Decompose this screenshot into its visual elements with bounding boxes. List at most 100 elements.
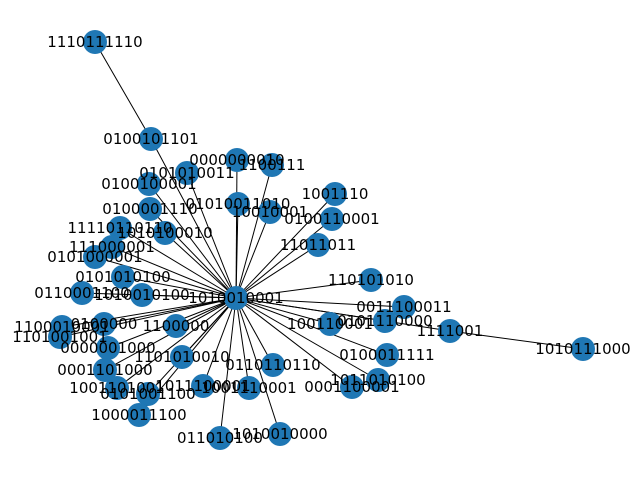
node-label-1001110001: 1001110001 — [201, 379, 296, 397]
node-label-0001101000: 0001101000 — [57, 361, 152, 379]
node-label-110101010: 110101010 — [328, 271, 414, 289]
node-110101010 — [359, 268, 383, 292]
node-1000011100 — [127, 403, 151, 427]
edge-hub-0101010011 — [186, 172, 237, 299]
edge-hub-1011100001 — [202, 297, 237, 387]
node-label-0100101101: 0100101101 — [103, 130, 198, 148]
node-label-0001100001: 0001100001 — [304, 378, 399, 396]
node-0100000 — [92, 312, 116, 336]
node-1101010010 — [170, 345, 194, 369]
node-1011100001 — [191, 374, 215, 398]
node-label-1101010010: 1101010010 — [134, 348, 229, 366]
node-label-1001110: 1001110 — [302, 185, 369, 203]
edge-hub-1010100010 — [164, 232, 237, 299]
edge-1010010001-1111001 — [235, 297, 451, 332]
edge-hub-111000001 — [111, 246, 237, 299]
node-0100110001 — [320, 207, 344, 231]
edge-hub-1101001001 — [59, 297, 237, 338]
node-label-0101010100: 0101010100 — [75, 268, 170, 286]
node-1010010000 — [268, 422, 292, 446]
node-label-1010010100: 1010010100 — [94, 286, 189, 304]
edge-hub-1001110 — [235, 193, 336, 299]
node-label-1100000: 1100000 — [143, 317, 210, 335]
node-0000001000 — [96, 336, 120, 360]
node-0001101000 — [93, 358, 117, 382]
node-1001110 — [323, 182, 347, 206]
node-0100011111 — [375, 343, 399, 367]
node-1111001 — [438, 319, 462, 343]
edge-hub-0001100001 — [235, 297, 353, 388]
node-label-0101110000: 0101110000 — [337, 312, 432, 330]
node-0101010100 — [111, 265, 135, 289]
edge-hub-1011010100 — [235, 297, 379, 381]
edge-hub-0100100001 — [148, 183, 237, 299]
node-hub — [224, 286, 248, 310]
edge-hub-01010011010 — [235, 203, 239, 299]
node-11011011 — [306, 233, 330, 257]
node-label-0000000010: 0000000010 — [189, 151, 284, 169]
node-1100111 — [260, 153, 284, 177]
edge-hub-1010010100 — [141, 294, 237, 299]
node-0110001100 — [70, 281, 94, 305]
edge-hub-011010100 — [219, 297, 237, 439]
edge-1111001-1010111000 — [449, 330, 584, 350]
edge-hub-11110110110 — [119, 227, 237, 299]
node-label-1010010000: 1010010000 — [232, 425, 327, 443]
node-0100001110 — [138, 197, 162, 221]
node-1001101001 — [105, 376, 129, 400]
node-label-1101001001: 1101001001 — [12, 328, 107, 346]
node-1110111110 — [83, 30, 107, 54]
node-label-1011100001: 1011100001 — [155, 377, 250, 395]
node-1100000 — [164, 314, 188, 338]
edge-hub-0101000001 — [94, 256, 237, 299]
node-label-1010111000: 1010111000 — [535, 340, 630, 358]
node-label-011010100: 011010100 — [177, 429, 263, 447]
node-01010011010 — [226, 192, 250, 216]
node-label-10010001: 10010001 — [232, 203, 308, 221]
node-label-0100001110: 0100001110 — [102, 200, 197, 218]
node-label-0100011111: 0100011111 — [339, 346, 434, 364]
node-0001100001 — [340, 375, 364, 399]
node-0100101101 — [139, 127, 163, 151]
node-label-0100110001: 0100110001 — [284, 210, 379, 228]
node-1011010100 — [366, 368, 390, 392]
node-label-0101010011: 0101010011 — [139, 164, 234, 182]
edge-hub-100110001 — [235, 297, 331, 325]
node-label-0101000001: 0101000001 — [47, 248, 142, 266]
edge-hub-0100000 — [103, 297, 237, 325]
node-0100100001 — [137, 172, 161, 196]
node-label-1110111110: 1110111110 — [47, 33, 142, 51]
node-label-1100111: 1100111 — [239, 156, 306, 174]
node-label-0000001000: 0000001000 — [60, 339, 155, 357]
node-100110001 — [318, 312, 342, 336]
node-label-01010011010: 01010011010 — [186, 195, 291, 213]
node-label-1000011100: 1000011100 — [91, 406, 186, 424]
node-0101110000 — [373, 309, 397, 333]
edge-hub-1100010001 — [61, 297, 237, 328]
node-1010111000 — [571, 337, 595, 361]
node-label-1001101001: 1001101001 — [69, 379, 164, 397]
edge-hub-110101010 — [235, 279, 372, 299]
node-0110110110 — [261, 353, 285, 377]
edge-hub-1100111 — [235, 164, 273, 299]
node-label-1100010001: 1100010001 — [14, 318, 109, 336]
node-1010100010 — [153, 221, 177, 245]
edge-hub-0100110001 — [235, 218, 333, 299]
node-0011100011 — [392, 295, 416, 319]
node-11110110110 — [108, 216, 132, 240]
edge-1010010001-0100101101 — [150, 138, 237, 299]
node-label-hub: 1010010001 — [188, 289, 283, 307]
node-label-0100100001: 0100100001 — [101, 175, 196, 193]
node-10010001 — [258, 200, 282, 224]
node-label-11011011: 11011011 — [280, 236, 356, 254]
node-1010010100 — [130, 283, 154, 307]
node-0000000010 — [225, 148, 249, 172]
node-label-0011100011: 0011100011 — [356, 298, 451, 316]
edge-hub-0100011111 — [235, 297, 388, 356]
edge-hub-10010001 — [235, 211, 271, 299]
node-0101001100 — [136, 382, 160, 406]
node-label-0101001100: 0101001100 — [100, 385, 195, 403]
